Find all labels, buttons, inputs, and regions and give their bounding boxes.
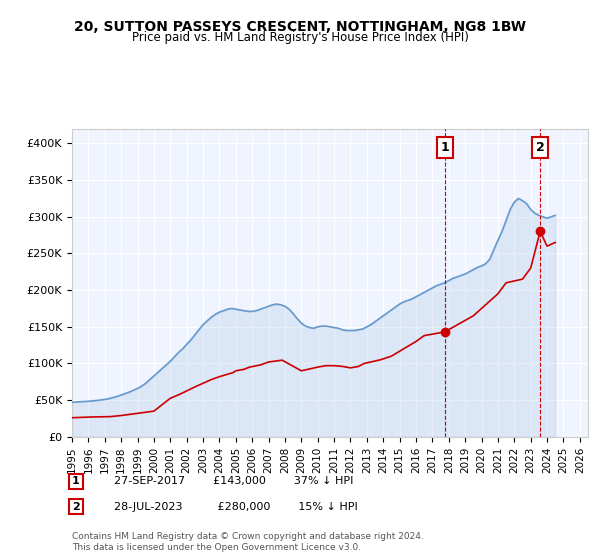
Text: 27-SEP-2017        £143,000        37% ↓ HPI: 27-SEP-2017 £143,000 37% ↓ HPI: [114, 477, 353, 487]
Text: Contains HM Land Registry data © Crown copyright and database right 2024.
This d: Contains HM Land Registry data © Crown c…: [72, 532, 424, 552]
Text: 28-JUL-2023          £280,000        15% ↓ HPI: 28-JUL-2023 £280,000 15% ↓ HPI: [114, 502, 358, 512]
Text: 20, SUTTON PASSEYS CRESCENT, NOTTINGHAM, NG8 1BW: 20, SUTTON PASSEYS CRESCENT, NOTTINGHAM,…: [74, 20, 526, 34]
Text: 2: 2: [536, 141, 545, 154]
Text: Price paid vs. HM Land Registry's House Price Index (HPI): Price paid vs. HM Land Registry's House …: [131, 31, 469, 44]
Text: 2: 2: [72, 502, 80, 512]
Text: 1: 1: [440, 141, 449, 154]
Text: 1: 1: [72, 477, 80, 487]
